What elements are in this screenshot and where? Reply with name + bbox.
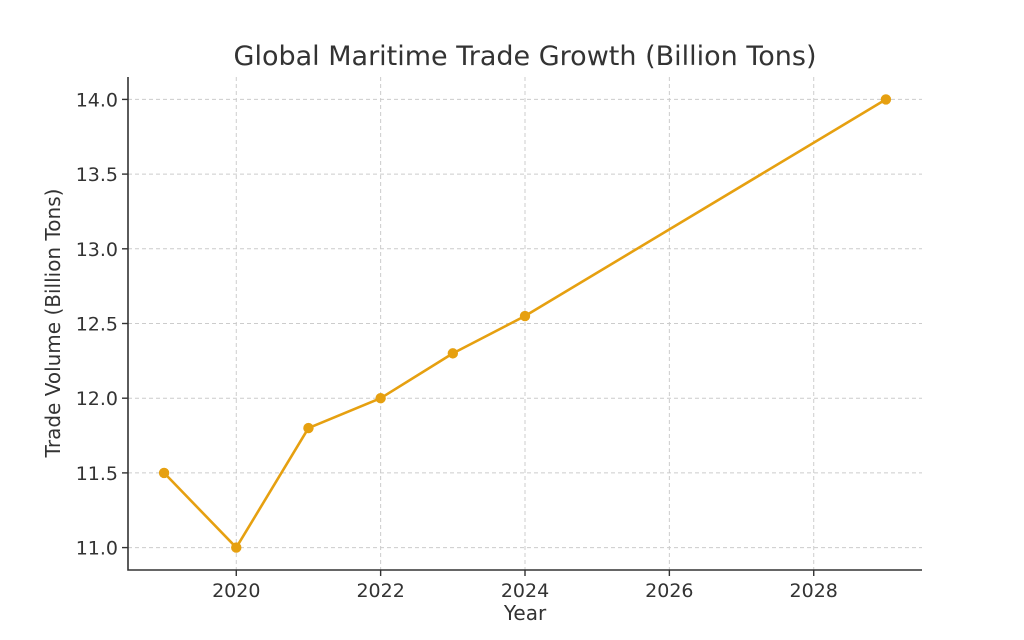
x-tick-label: 2028	[790, 580, 838, 602]
tick-labels: 2020 2022 2024 2026 2028 11.0 11.5 12.0 12.5 13.0…	[76, 89, 838, 602]
x-tick-label: 2022	[356, 580, 404, 602]
data-point	[375, 392, 386, 404]
y-axis-label: Trade Volume (Billion Tons)	[41, 189, 65, 459]
axis-spine	[127, 77, 922, 571]
data-point	[231, 542, 242, 553]
y-tick-label: 11.0	[76, 538, 118, 560]
data-point	[880, 94, 892, 105]
axes	[122, 77, 922, 576]
x-tick-label: 2024	[501, 580, 549, 602]
y-tick-label: 11.5	[76, 463, 118, 485]
x-axis-label: Year	[503, 601, 547, 625]
x-tick-label: 2026	[645, 580, 693, 602]
data-point	[158, 467, 170, 479]
series-layer	[158, 94, 892, 553]
chart-title: Global Maritime Trade Growth (Billion To…	[234, 41, 817, 72]
y-tick-label: 12.0	[76, 388, 118, 410]
data-point	[519, 310, 531, 322]
data-point	[447, 348, 459, 359]
y-tick-label: 12.5	[76, 314, 118, 336]
y-tick-label: 13.0	[76, 239, 118, 261]
y-tick-label: 13.5	[76, 164, 118, 186]
x-tick-label: 2020	[212, 580, 260, 602]
data-point	[303, 422, 314, 434]
y-tick-label: 14.0	[76, 89, 118, 111]
grid	[128, 77, 922, 570]
